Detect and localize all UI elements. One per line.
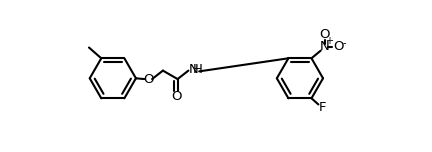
Text: +: +	[325, 36, 333, 46]
Text: N: N	[320, 40, 330, 53]
Text: O: O	[333, 40, 344, 53]
Text: N: N	[189, 63, 199, 76]
Text: F: F	[318, 101, 326, 114]
Text: H: H	[192, 63, 202, 76]
Text: -: -	[342, 38, 346, 48]
Text: O: O	[171, 90, 181, 103]
Text: O: O	[143, 73, 153, 86]
Text: O: O	[319, 28, 330, 41]
